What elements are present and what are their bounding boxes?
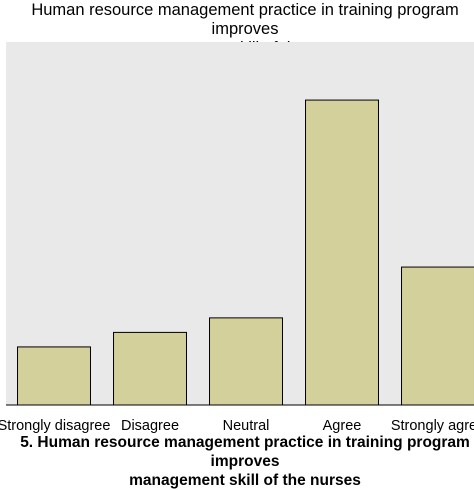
- bar-strongly-agree: [401, 266, 474, 406]
- x-tick-label: Agree: [323, 418, 362, 434]
- bar-agree: [305, 99, 379, 406]
- bar-disagree: [113, 331, 187, 406]
- x-tick-label: Neutral: [223, 418, 270, 434]
- x-tick-label: Strongly disagree: [0, 418, 110, 434]
- x-tick-label: Strongly agree: [391, 418, 474, 434]
- bar-strongly-disagree: [17, 346, 91, 406]
- x-tick-label: Disagree: [121, 418, 179, 434]
- bars-group: [17, 99, 474, 406]
- x-axis-title: 5. Human resource management practice in…: [20, 434, 470, 489]
- x-tick-labels: Strongly disagree Disagree Neutral Agree Str…: [0, 418, 474, 434]
- bar-chart: Strongly disagree Disagree Neutral Agree Str…: [0, 42, 474, 434]
- bar-neutral: [209, 317, 283, 406]
